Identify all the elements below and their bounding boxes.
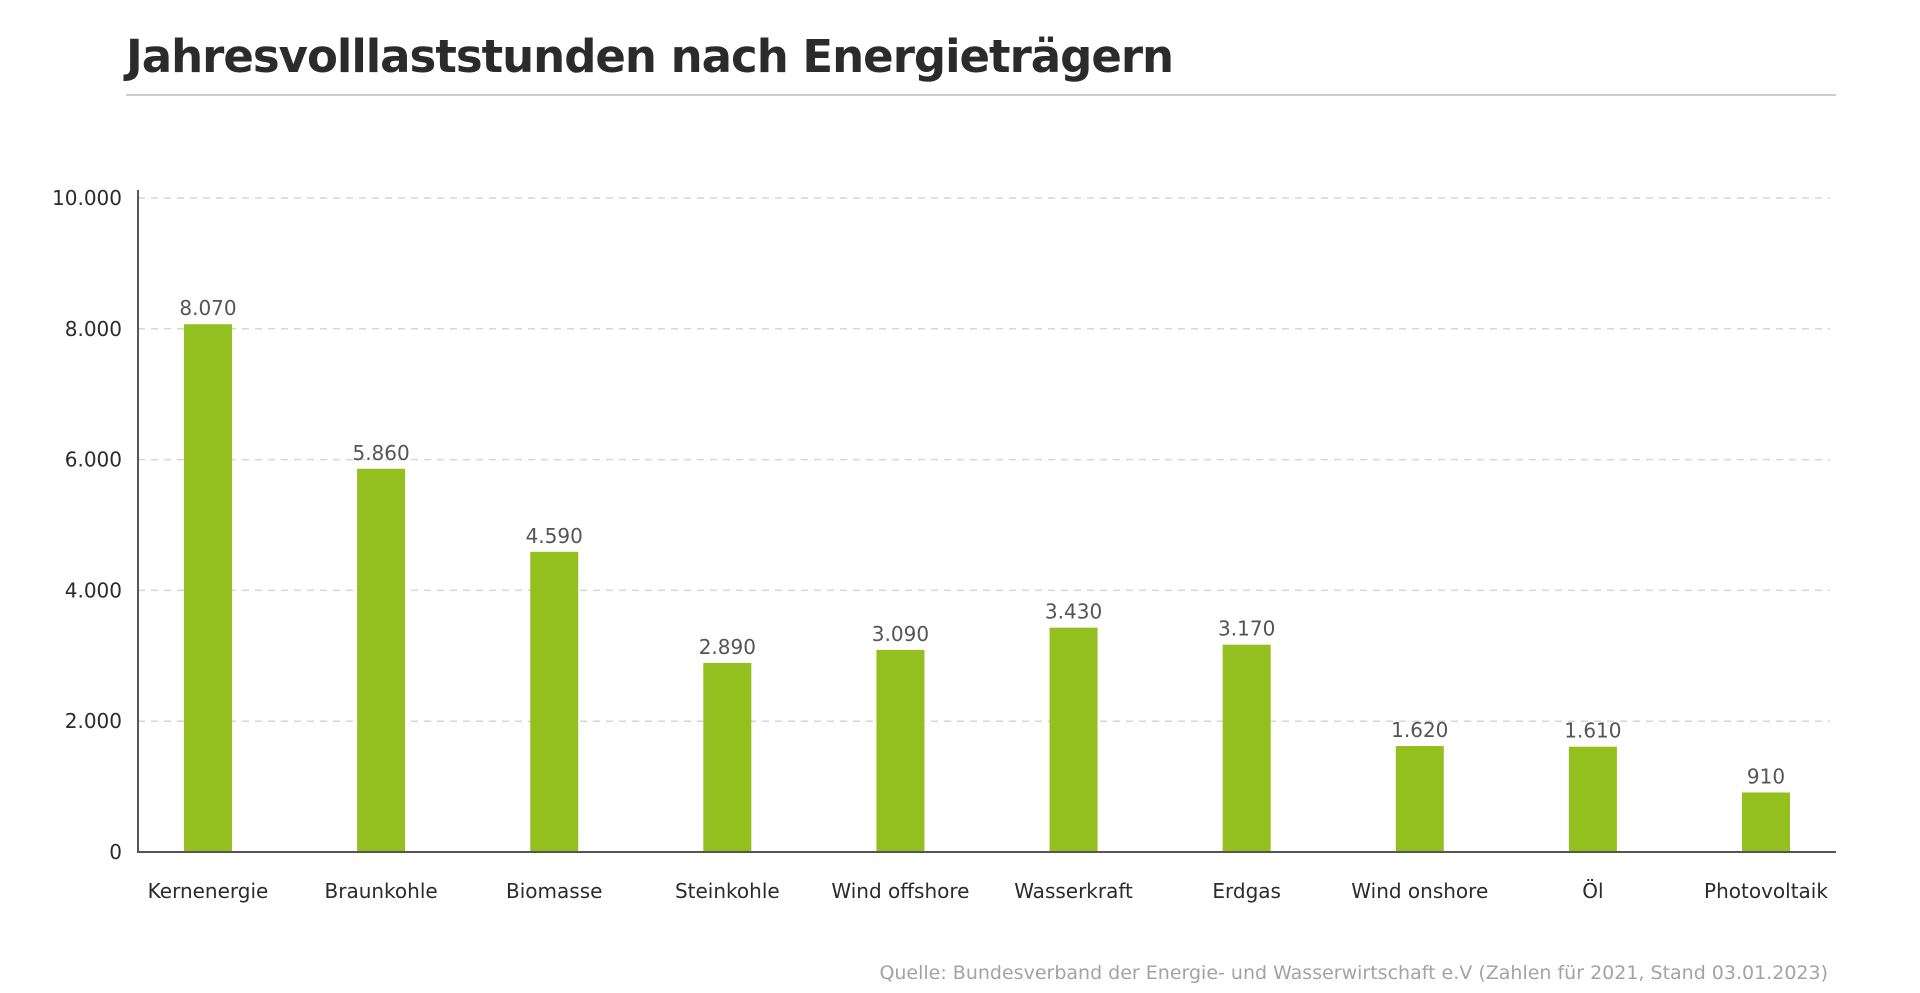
y-tick-label: 8.000 (65, 317, 122, 341)
x-tick-label: Biomasse (506, 879, 602, 903)
x-tick-label: Steinkohle (675, 879, 780, 903)
x-tick-label: Photovoltaik (1704, 879, 1828, 903)
bar (1222, 644, 1271, 852)
bars (184, 324, 1790, 852)
y-axis-ticks: 0 2.000 4.000 6.000 8.000 10.000 (52, 186, 122, 864)
x-tick-label: Erdgas (1212, 879, 1281, 903)
data-label: 5.860 (352, 441, 409, 465)
bar (184, 324, 232, 852)
x-tick-label: Wasserkraft (1014, 879, 1133, 903)
y-tick-label: 4.000 (65, 578, 122, 602)
x-tick-label: Öl (1582, 879, 1603, 903)
y-tick-label: 2.000 (65, 709, 122, 733)
chart-title: Jahresvolllaststunden nach Energieträger… (126, 30, 1174, 83)
bar (1568, 746, 1617, 852)
data-label: 3.090 (872, 622, 929, 646)
y-tick-label: 0 (109, 840, 122, 864)
data-label: 8.070 (179, 296, 236, 320)
x-tick-label: Wind offshore (831, 879, 969, 903)
x-tick-label: Wind onshore (1351, 879, 1488, 903)
gridlines (138, 197, 1830, 722)
y-tick-label: 6.000 (65, 448, 122, 472)
bar (1395, 746, 1444, 852)
y-tick-label: 10.000 (52, 186, 122, 210)
bar (1742, 792, 1790, 852)
data-label: 1.610 (1564, 719, 1621, 743)
bar (876, 649, 925, 852)
data-label: 2.890 (699, 635, 756, 659)
data-label: 3.170 (1218, 617, 1275, 641)
data-label: 1.620 (1391, 718, 1448, 742)
title-divider (126, 94, 1836, 96)
bar (1049, 627, 1098, 852)
data-label: 3.430 (1045, 600, 1102, 624)
x-tick-label: Kernenergie (148, 879, 269, 903)
source-note: Quelle: Bundesverband der Energie- und W… (879, 962, 1828, 984)
bar (357, 468, 406, 852)
x-tick-label: Braunkohle (325, 879, 438, 903)
x-axis-ticks: Kernenergie Braunkohle Biomasse Steinkohle W… (148, 879, 1829, 903)
data-label: 4.590 (526, 524, 583, 548)
value-labels: 8.070 5.860 4.590 2.890 3.090 3.430 3.170 1.620… (179, 296, 1785, 788)
data-label: 910 (1747, 764, 1785, 788)
bar (530, 551, 579, 852)
bar (703, 662, 752, 852)
